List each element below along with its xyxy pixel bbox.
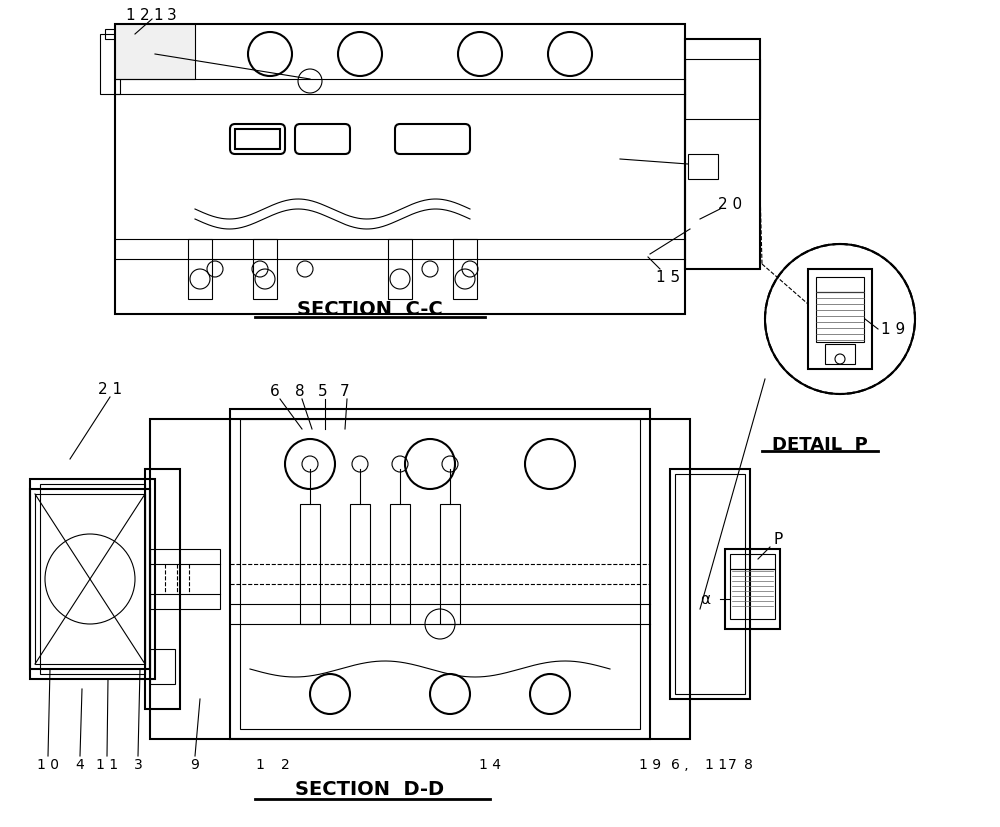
Bar (150, 549, 220, 609)
Bar (30, 480, 155, 679)
Text: 8: 8 (295, 384, 305, 399)
Bar (235, 130, 280, 150)
Bar (390, 504, 410, 624)
Bar (300, 504, 320, 624)
Text: 1 5: 1 5 (656, 270, 680, 285)
Bar (240, 419, 640, 729)
Text: 7: 7 (728, 757, 736, 771)
Text: 2 0: 2 0 (718, 198, 742, 213)
Text: 1 0: 1 0 (37, 757, 59, 771)
Text: 2: 2 (140, 7, 150, 22)
Text: 8: 8 (744, 757, 752, 771)
Text: 5: 5 (318, 384, 328, 399)
Bar (808, 270, 872, 370)
Bar (115, 25, 195, 80)
Bar (675, 475, 745, 694)
Bar (115, 25, 685, 314)
Text: α: α (700, 592, 710, 607)
Text: 1: 1 (125, 7, 135, 22)
Bar (730, 569, 775, 619)
Bar (30, 490, 150, 669)
Bar (685, 60, 760, 120)
Bar (816, 293, 864, 342)
Text: 7: 7 (340, 384, 350, 399)
Bar (150, 649, 175, 684)
Text: 3: 3 (134, 757, 142, 771)
Bar (670, 470, 750, 699)
Text: SECTION  D-D: SECTION D-D (295, 780, 445, 799)
Text: 1 4: 1 4 (479, 757, 501, 771)
Text: 4: 4 (76, 757, 84, 771)
Bar (388, 240, 412, 299)
Text: SECTION  C-C: SECTION C-C (297, 300, 443, 319)
Bar (350, 504, 370, 624)
Bar (253, 240, 277, 299)
Text: 3: 3 (167, 7, 177, 22)
Text: 2 1: 2 1 (98, 382, 122, 397)
Text: 1 9: 1 9 (639, 757, 661, 771)
Text: 6 ,: 6 , (671, 757, 689, 771)
Text: P: P (773, 532, 783, 547)
Bar (725, 549, 780, 629)
Text: 1: 1 (256, 757, 264, 771)
Text: 9: 9 (191, 757, 199, 771)
Text: 1 9: 1 9 (881, 322, 905, 337)
Bar (150, 419, 690, 739)
Bar (35, 495, 145, 664)
Text: 1: 1 (153, 7, 163, 22)
Bar (825, 345, 855, 365)
Text: 1 1: 1 1 (96, 757, 118, 771)
Bar (685, 40, 760, 270)
Bar (230, 409, 650, 739)
Bar (730, 554, 775, 569)
Bar (440, 504, 460, 624)
Text: 6: 6 (270, 384, 280, 399)
Bar (188, 240, 212, 299)
Text: 1 1: 1 1 (705, 757, 727, 771)
Bar (105, 30, 115, 40)
Bar (816, 278, 864, 293)
Text: 2: 2 (281, 757, 289, 771)
Bar (688, 155, 718, 179)
Bar (40, 485, 145, 674)
Text: DETAIL  P: DETAIL P (772, 436, 868, 453)
Bar (145, 470, 180, 709)
Bar (100, 35, 120, 95)
Bar (453, 240, 477, 299)
